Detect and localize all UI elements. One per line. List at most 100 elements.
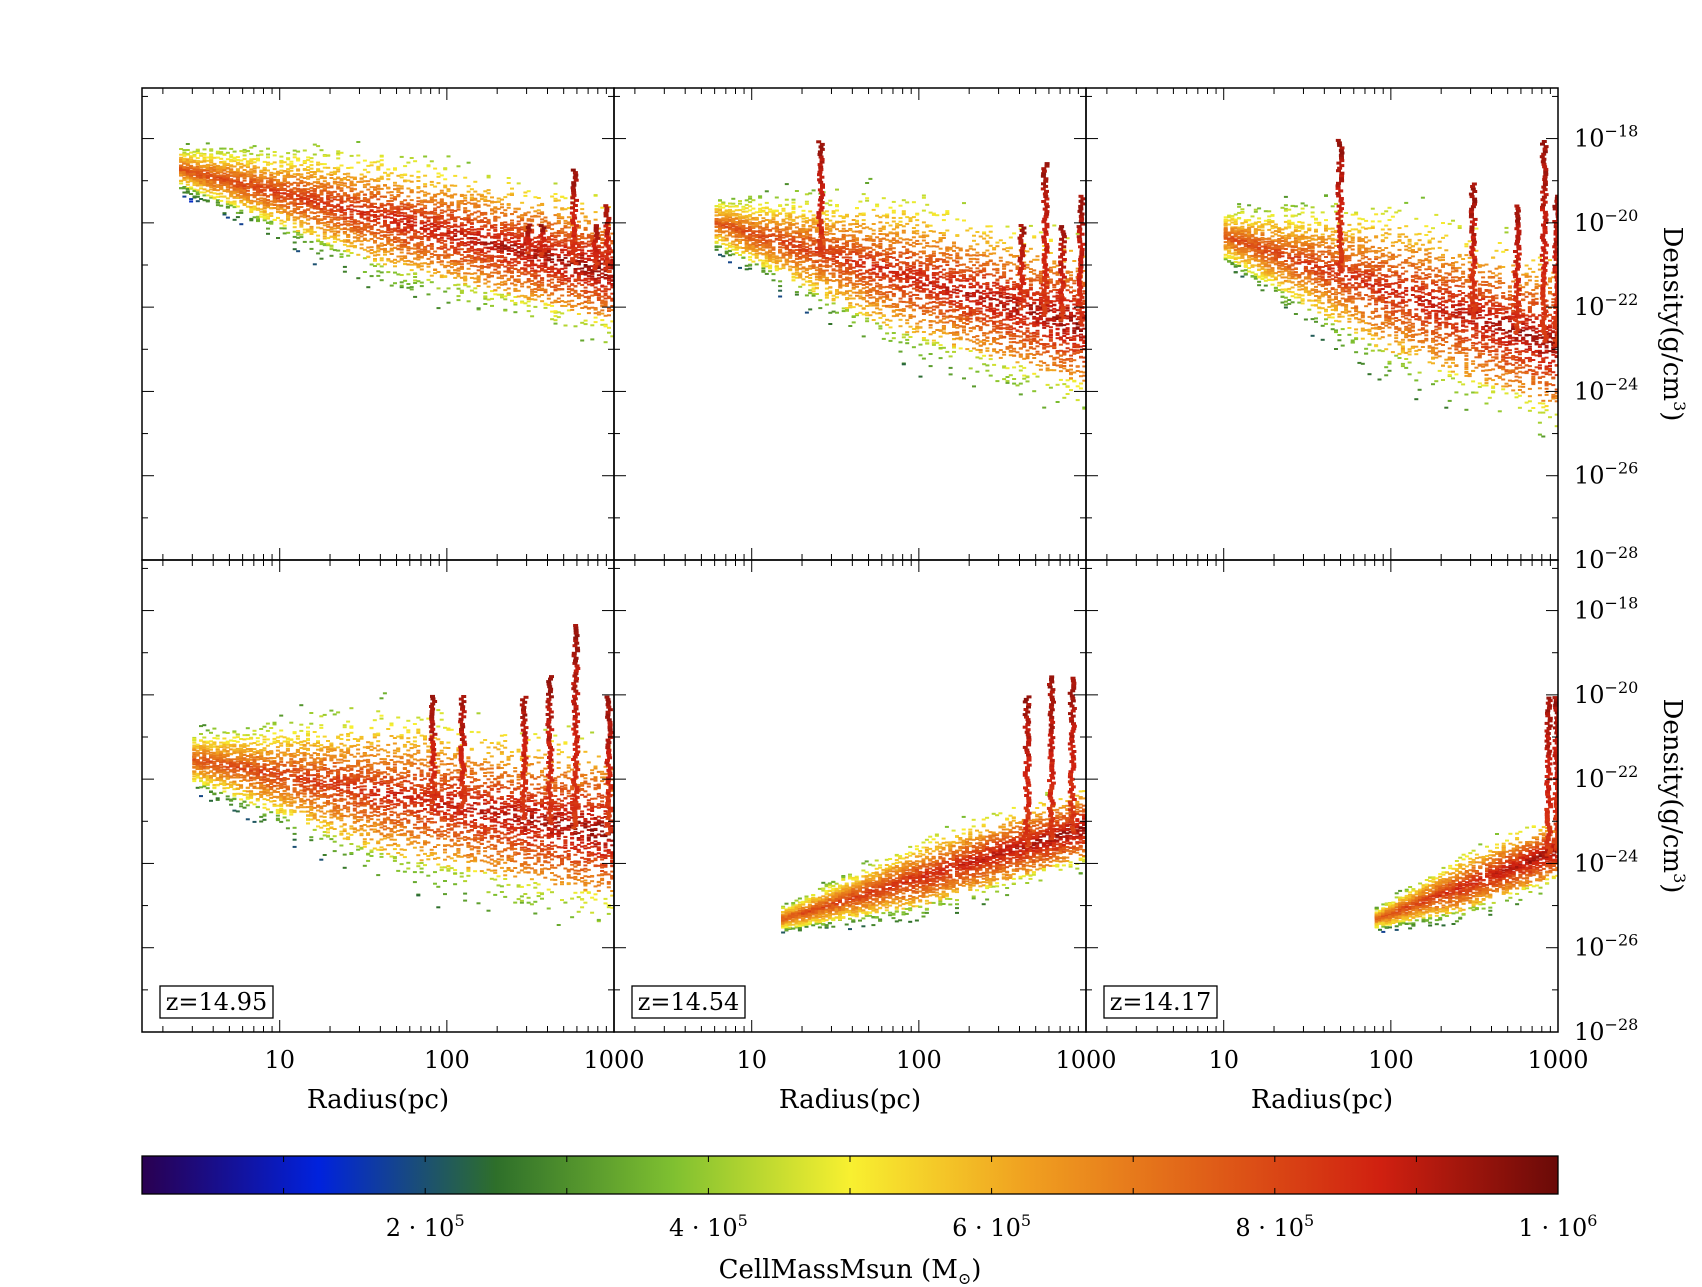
heatmap-cell	[302, 209, 307, 212]
heatmap-cell	[205, 156, 210, 159]
heatmap-cell	[282, 182, 287, 185]
heatmap-cell	[185, 169, 190, 172]
heatmap-cell	[242, 193, 247, 196]
heatmap-cell	[603, 304, 608, 307]
heatmap-cell	[349, 187, 354, 190]
heatmap-cell	[346, 197, 351, 200]
heatmap-cell	[605, 229, 610, 233]
heatmap-cell	[490, 256, 494, 259]
heatmap-cell	[453, 284, 458, 287]
heatmap-cell	[399, 274, 404, 276]
heatmap-cell	[546, 275, 551, 278]
heatmap-cell	[409, 247, 414, 250]
heatmap-cell	[199, 182, 204, 185]
heatmap-cell	[383, 184, 387, 187]
heatmap-cell	[266, 185, 270, 188]
heatmap-cell	[342, 209, 347, 212]
heatmap-cell	[209, 196, 214, 199]
heatmap-cell	[500, 277, 504, 280]
heatmap-cell	[339, 228, 344, 231]
heatmap-cell	[603, 285, 608, 288]
heatmap-cell	[299, 195, 304, 198]
heatmap-cell	[738, 238, 742, 241]
heatmap-cell	[486, 218, 491, 221]
heatmap-cell	[553, 299, 558, 302]
heatmap-cell	[399, 245, 404, 248]
heatmap-cell	[486, 204, 491, 207]
heatmap-cell	[326, 154, 331, 157]
heatmap-cell	[610, 284, 614, 287]
heatmap-cell	[473, 202, 478, 205]
heatmap-cell	[399, 233, 404, 236]
heatmap-cell	[566, 239, 571, 242]
heatmap-cell	[292, 175, 297, 178]
heatmap-cell	[580, 236, 585, 238]
heatmap-cell	[593, 286, 598, 289]
heatmap-cell	[369, 233, 374, 236]
heatmap-cell	[603, 290, 608, 293]
heatmap-cell	[546, 279, 551, 282]
heatmap-cell	[566, 216, 571, 219]
heatmap-cell	[332, 217, 337, 220]
heatmap-cell	[403, 244, 408, 247]
heatmap-cell	[490, 212, 494, 215]
heatmap-cell	[741, 219, 746, 222]
heatmap-cell	[339, 208, 344, 211]
heatmap-cell	[346, 245, 351, 248]
heatmap-cell	[396, 208, 401, 211]
heatmap-cell	[182, 151, 187, 154]
heatmap-cell	[229, 169, 234, 172]
heatmap-cell	[714, 221, 719, 224]
heatmap-cell	[446, 237, 451, 240]
heatmap-cell	[356, 180, 361, 183]
heatmap-cell	[533, 272, 538, 275]
heatmap-cell	[276, 191, 280, 194]
heatmap-cell	[550, 232, 555, 235]
heatmap-cell	[326, 229, 331, 232]
heatmap-cell	[309, 160, 314, 163]
heatmap-cell	[356, 277, 361, 280]
heatmap-cell	[510, 282, 514, 285]
heatmap-cell	[506, 293, 511, 296]
heatmap-cell	[523, 273, 528, 276]
heatmap-cell	[389, 197, 394, 200]
heatmap-cell	[571, 231, 577, 235]
heatmap-cell	[429, 233, 434, 236]
heatmap-cell	[503, 244, 508, 247]
heatmap-cell	[600, 301, 605, 304]
heatmap-cell	[376, 217, 381, 220]
heatmap-cell	[185, 153, 190, 155]
heatmap-cell	[738, 215, 742, 218]
heatmap-cell	[266, 163, 270, 166]
heatmap-cell	[205, 183, 210, 186]
heatmap-cell	[289, 214, 294, 217]
heatmap-cell	[456, 299, 461, 302]
heatmap-cell	[500, 240, 504, 243]
heatmap-cell	[346, 179, 351, 181]
heatmap-cell	[316, 145, 321, 148]
heatmap-cell	[744, 207, 749, 210]
heatmap-cell	[573, 280, 578, 282]
heatmap-cell	[316, 163, 321, 166]
heatmap-cell	[369, 246, 374, 249]
heatmap-cell	[332, 198, 337, 201]
heatmap-cell	[262, 183, 267, 186]
heatmap-cell	[339, 184, 344, 187]
heatmap-cell	[449, 202, 454, 205]
heatmap-cell	[296, 159, 301, 162]
heatmap-cell	[329, 230, 334, 233]
heatmap-cell	[185, 173, 190, 176]
heatmap-cell	[322, 237, 327, 240]
heatmap-cell	[189, 176, 194, 179]
heatmap-cell	[510, 270, 514, 273]
heatmap-cell	[235, 172, 240, 175]
heatmap-cell	[359, 235, 364, 238]
heatmap-cell	[235, 185, 240, 188]
heatmap-cell	[506, 177, 511, 179]
heatmap-cell	[553, 248, 558, 251]
heatmap-cell	[225, 197, 230, 200]
heatmap-cell	[379, 238, 384, 240]
heatmap-cell	[600, 268, 605, 271]
heatmap-cell	[192, 181, 197, 184]
heatmap-cell	[728, 222, 732, 225]
